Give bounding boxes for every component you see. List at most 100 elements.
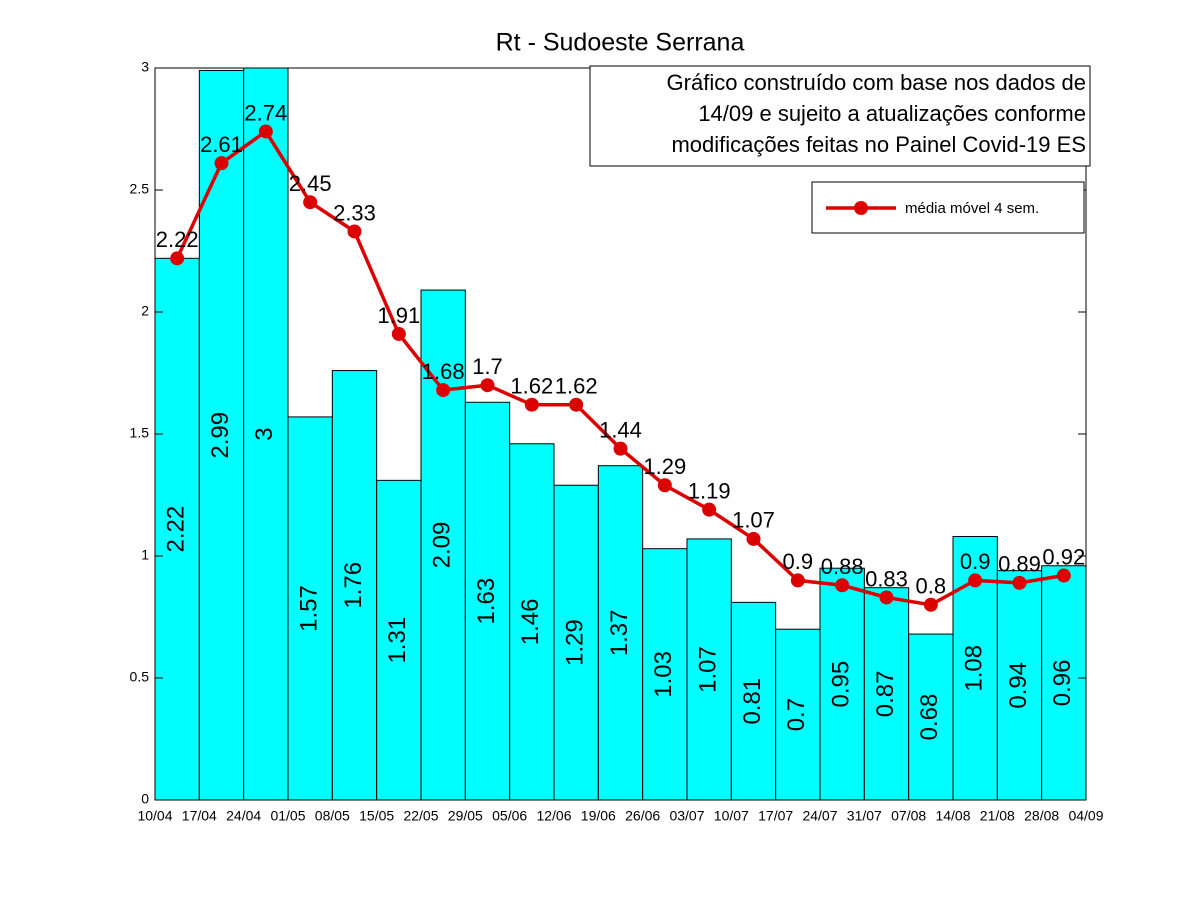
legend-marker [854,201,868,215]
point-value-label: 0.9 [783,549,814,574]
bar-value-label: 2.99 [207,412,234,459]
line-point [347,224,362,239]
bar-value-label: 2.09 [429,522,456,569]
bar-value-label: 0.94 [1005,662,1032,709]
bar-value-label: 3 [251,427,278,440]
point-value-label: 1.29 [643,454,686,479]
bar [863,587,910,801]
x-tick-label: 12/06 [536,808,571,824]
line-point [968,573,983,588]
x-tick-label: 17/04 [182,808,217,824]
point-value-label: 1.19 [688,478,731,503]
y-tick-label: 2 [141,303,149,319]
bar-value-label: 1.03 [650,651,677,698]
bar [464,401,511,801]
point-value-label: 0.83 [865,566,908,591]
bar-value-label: 0.81 [739,678,766,725]
point-value-label: 2.45 [289,171,332,196]
x-tick-label: 31/07 [847,808,882,824]
point-value-label: 1.62 [555,374,598,399]
legend-label: média móvel 4 sem. [905,200,1039,217]
chart-title: Rt - Sudoeste Serrana [496,29,745,57]
x-tick-label: 15/05 [359,808,394,824]
line-point [702,502,717,517]
bar [154,257,200,801]
x-tick-label: 03/07 [669,808,704,824]
line-point [1056,568,1071,583]
point-value-label: 2.33 [333,200,376,225]
bar [1041,565,1087,801]
x-tick-label: 14/08 [935,808,970,824]
x-tick-label: 10/07 [714,808,749,824]
bar-value-label: 0.95 [828,661,855,708]
y-tick-label: 0.5 [130,669,150,685]
line-point [391,326,406,341]
line-point [613,441,628,456]
annotation-text: Gráfico construído com base nos dados de [667,70,1086,95]
bar [686,538,732,801]
bar [287,416,333,801]
x-tick-label: 10/04 [137,808,172,824]
y-tick-label: 1 [141,547,149,563]
annotation-text: 14/09 e sujeito a atualizações conforme [698,101,1086,126]
line-point [879,590,894,605]
x-tick-label: 21/08 [980,808,1015,824]
x-tick-label: 17/07 [758,808,793,824]
x-tick-label: 24/07 [802,808,837,824]
bar [553,484,599,801]
line-point [214,156,229,171]
point-value-label: 2.74 [244,100,287,125]
line-point [790,573,805,588]
line-point [746,531,761,546]
bar [642,548,688,801]
bar [376,479,422,801]
x-tick-label: 26/06 [625,808,660,824]
line-point [569,397,584,412]
line-point [524,397,539,412]
bar-value-label: 0.96 [1049,660,1076,707]
line-point [835,578,850,593]
bar [730,601,777,801]
y-tick-label: 0 [141,791,149,807]
bar-value-label: 1.07 [695,646,722,693]
bar [819,567,865,801]
x-tick-label: 28/08 [1024,808,1059,824]
point-value-label: 1.07 [732,508,775,533]
x-tick-label: 22/05 [403,808,438,824]
x-tick-label: 24/04 [226,808,261,824]
bar-value-label: 1.29 [562,619,589,666]
line-point [480,378,495,393]
x-tick-label: 29/05 [448,808,483,824]
bar-value-label: 2.22 [163,506,190,553]
bar-value-label: 1.76 [340,562,367,609]
bar-value-label: 1.57 [296,585,323,632]
y-tick-label: 1.5 [130,425,150,441]
bar [908,633,954,801]
point-value-label: 2.22 [156,227,199,252]
x-tick-label: 19/06 [581,808,616,824]
line-point [170,251,185,266]
bar-value-label: 1.37 [606,610,633,657]
point-value-label: 0.8 [916,574,947,599]
line-point [923,597,938,612]
bar-value-label: 1.63 [473,578,500,625]
bar-value-label: 0.68 [916,694,943,741]
point-value-label: 1.7 [472,354,503,379]
annotation-box [589,65,1091,167]
point-value-label: 0.88 [821,554,864,579]
bar-value-label: 1.46 [517,599,544,646]
y-tick-label: 2.5 [130,181,150,197]
bar-value-label: 1.08 [961,645,988,692]
point-value-label: 1.68 [422,359,465,384]
line-point [303,195,318,210]
line-point [436,383,451,398]
line-point [657,478,672,493]
x-tick-label: 08/05 [315,808,350,824]
point-value-label: 1.91 [377,303,420,328]
point-value-label: 0.92 [1042,544,1085,569]
y-tick-label: 3 [141,59,149,75]
point-value-label: 0.9 [960,549,991,574]
line-point [258,124,273,139]
line-point [1012,575,1027,590]
